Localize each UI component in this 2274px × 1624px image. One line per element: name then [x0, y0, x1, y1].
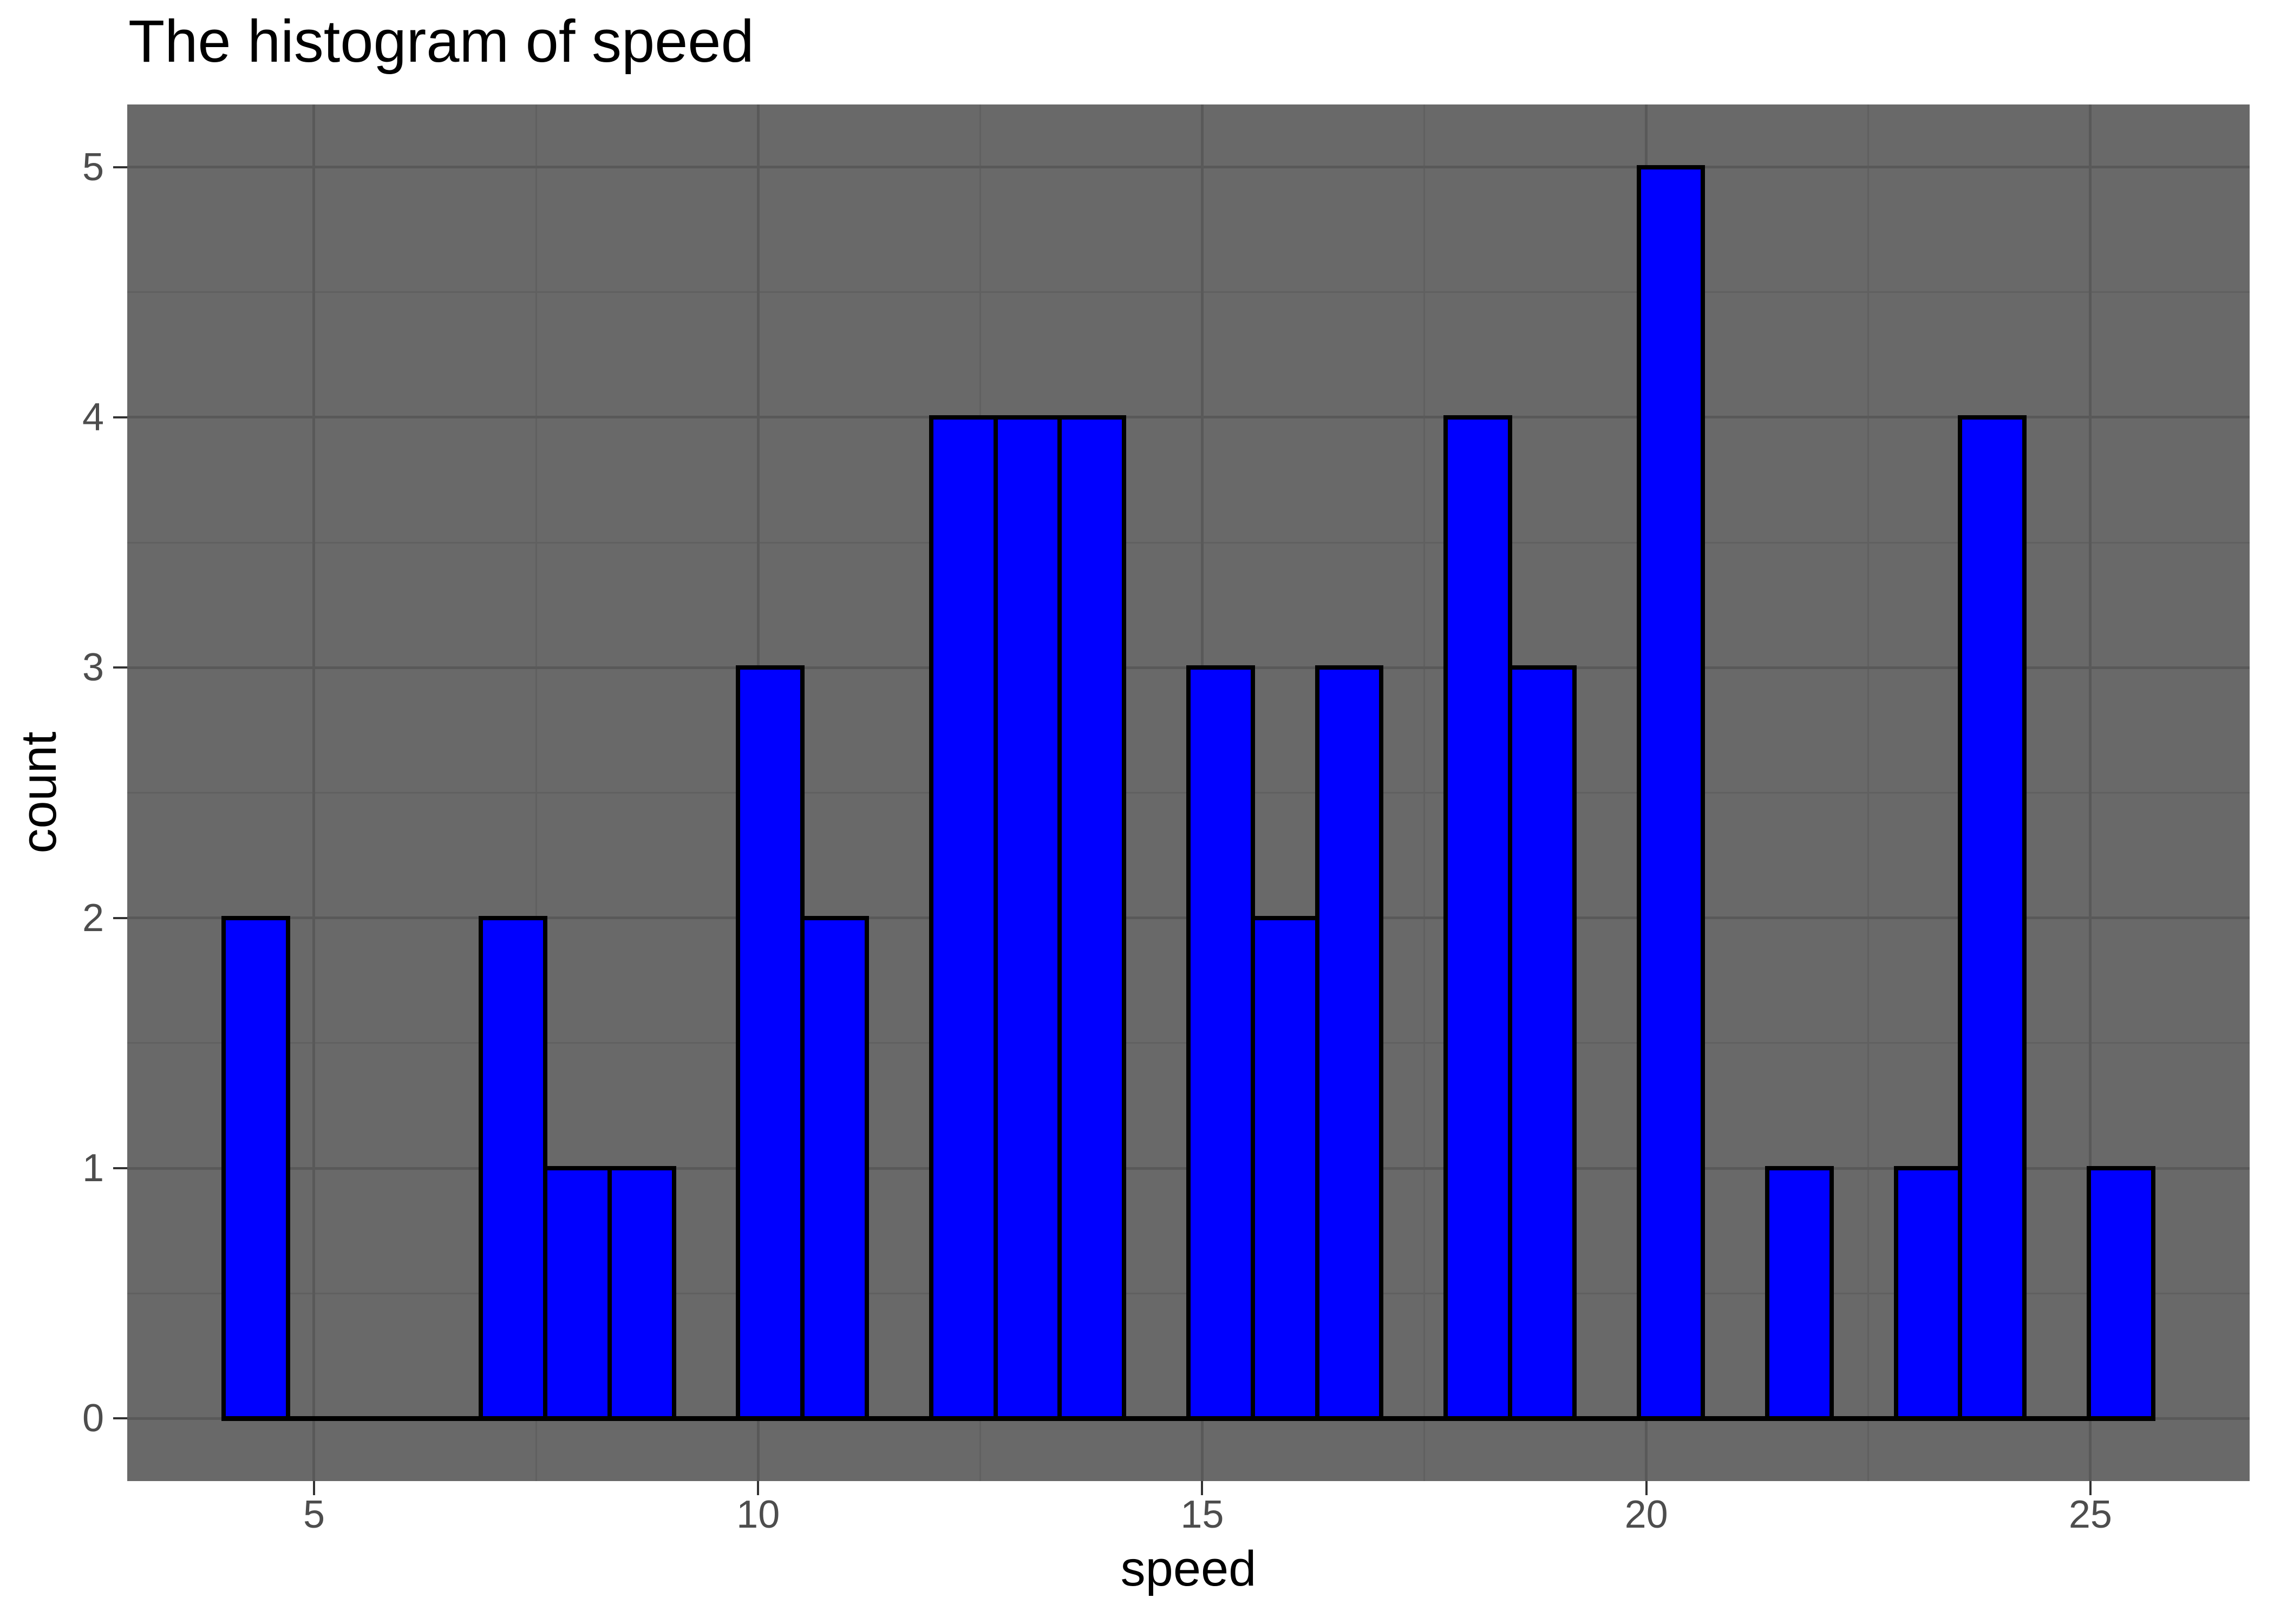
histogram-bar	[2087, 1166, 2155, 1421]
y-tick-label: 0	[82, 1397, 104, 1440]
y-tick-mark	[113, 1167, 127, 1170]
y-tick-label: 4	[82, 395, 104, 439]
y-major-gridline	[127, 416, 2250, 419]
histogram-bar	[1443, 415, 1512, 1421]
histogram-bar	[479, 915, 547, 1421]
y-tick-mark	[113, 666, 127, 669]
histogram-bar	[1186, 665, 1255, 1421]
plot-panel	[127, 104, 2250, 1481]
histogram-bar	[1958, 415, 2027, 1421]
y-tick-label: 2	[82, 896, 104, 940]
x-tick-label: 10	[736, 1493, 780, 1536]
x-tick-label: 5	[303, 1493, 325, 1536]
histogram-bar	[1315, 665, 1384, 1421]
x-tick-mark	[1201, 1481, 1204, 1495]
histogram-bar	[607, 1166, 676, 1421]
histogram-bar	[800, 915, 869, 1421]
histogram-bar	[1893, 1166, 1963, 1421]
histogram-bar	[993, 415, 1062, 1421]
histogram-bar	[1636, 165, 1706, 1421]
y-tick-mark	[113, 166, 127, 168]
x-axis-title: speed	[1120, 1541, 1257, 1596]
x-tick-label: 15	[1180, 1493, 1224, 1536]
plot-title: The histogram of speed	[128, 8, 754, 75]
y-tick-label: 5	[82, 145, 104, 189]
histogram-bar	[929, 415, 998, 1421]
x-major-gridline	[2089, 104, 2092, 1481]
x-tick-mark	[1645, 1481, 1648, 1495]
histogram-bar	[736, 665, 805, 1421]
x-major-gridline	[312, 104, 316, 1481]
x-tick-mark	[2089, 1481, 2092, 1495]
y-tick-mark	[113, 416, 127, 418]
x-tick-mark	[757, 1481, 760, 1495]
y-tick-mark	[113, 916, 127, 919]
x-tick-label: 25	[2068, 1493, 2112, 1536]
histogram-bar	[1250, 915, 1319, 1421]
y-tick-label: 1	[82, 1147, 104, 1190]
histogram-bar	[1765, 1166, 1834, 1421]
y-major-gridline	[127, 166, 2250, 169]
histogram-bar	[1508, 665, 1577, 1421]
y-minor-gridline	[127, 541, 2250, 543]
histogram-bar	[543, 1166, 612, 1421]
x-tick-mark	[312, 1481, 315, 1495]
histogram-bar	[221, 915, 290, 1421]
y-tick-mark	[113, 1417, 127, 1420]
y-axis-title: count	[11, 731, 67, 854]
y-tick-label: 3	[82, 646, 104, 690]
y-minor-gridline	[127, 291, 2250, 293]
x-tick-label: 20	[1624, 1493, 1668, 1536]
histogram-bar	[1057, 415, 1127, 1421]
